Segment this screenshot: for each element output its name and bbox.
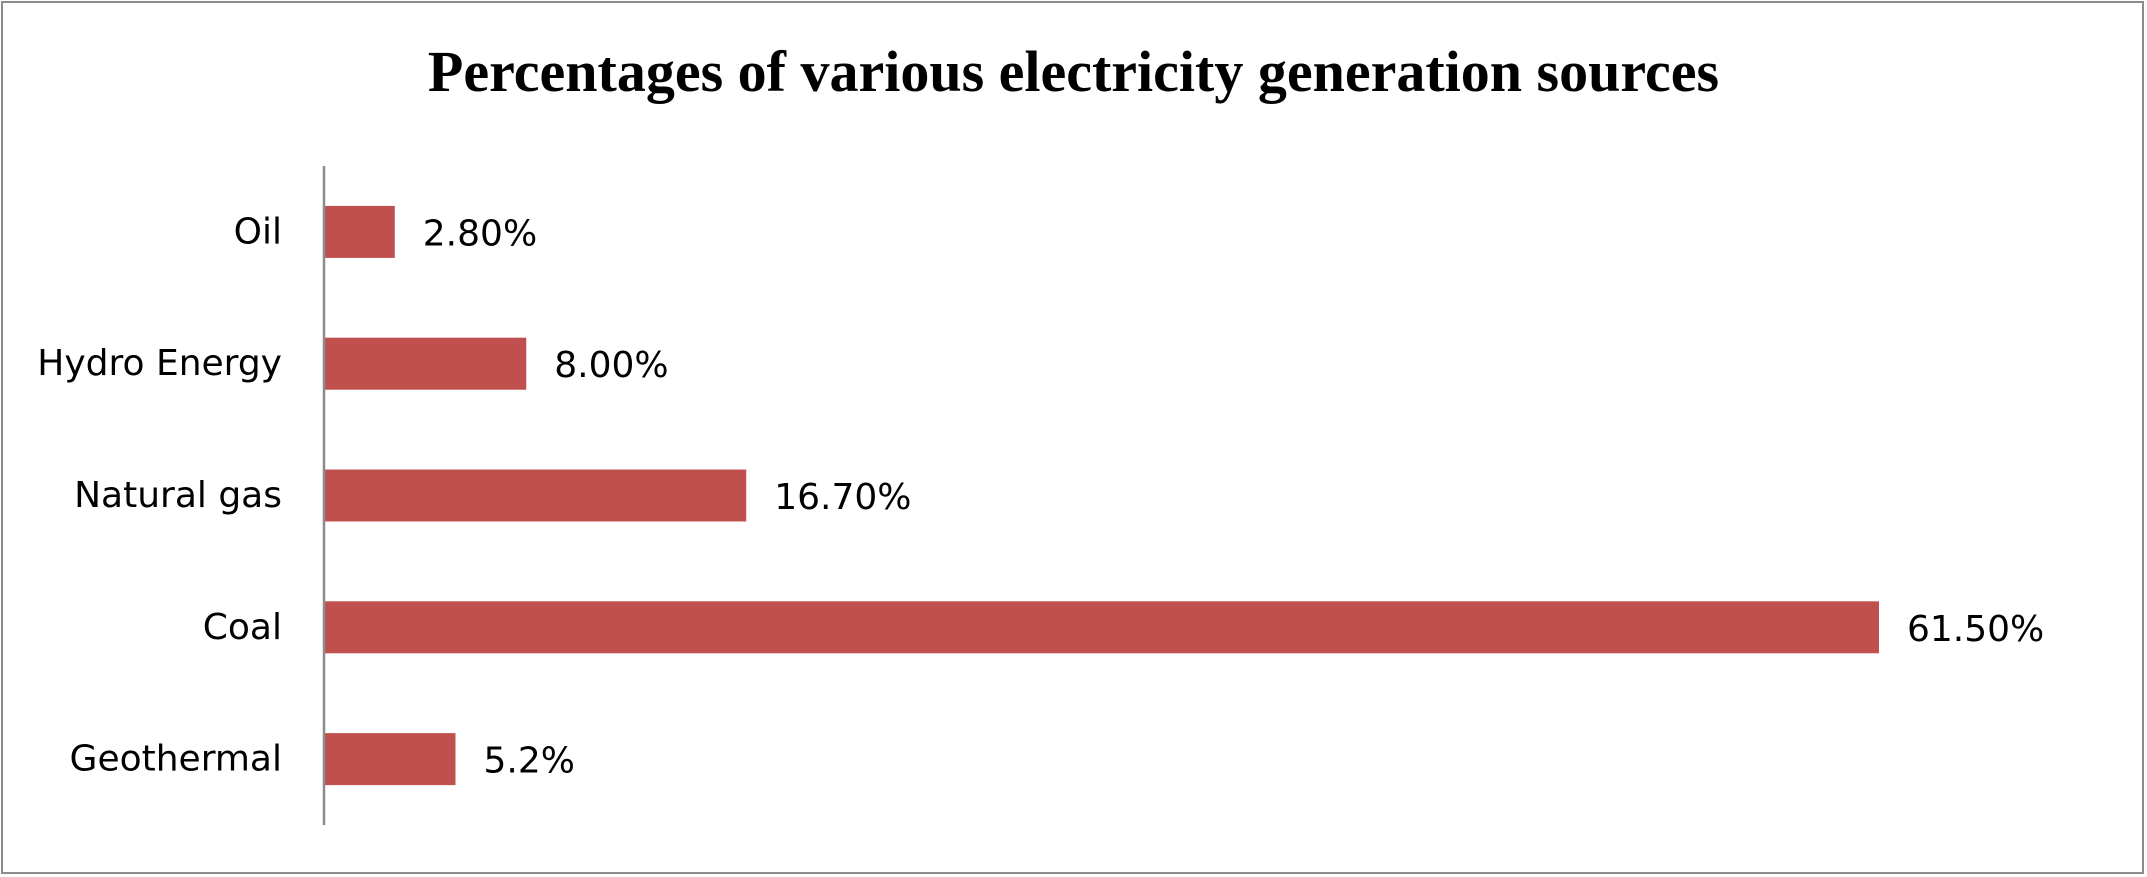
category-label: Hydro Energy — [37, 343, 282, 384]
category-label: Natural gas — [74, 475, 282, 516]
bar-oil — [324, 205, 395, 258]
data-label: 16.70% — [774, 477, 911, 518]
data-label: 8.00% — [554, 345, 668, 386]
data-label: 2.80% — [423, 213, 537, 254]
bar-hydro-energy — [324, 337, 527, 390]
category-label: Geothermal — [70, 739, 282, 780]
category-label: Coal — [203, 607, 282, 648]
bar-natural-gas — [324, 469, 747, 522]
data-label: 5.2% — [483, 741, 574, 782]
bar-coal — [324, 601, 1879, 654]
chart-title: Percentages of various electricity gener… — [427, 39, 1720, 104]
bar-geothermal — [324, 733, 456, 786]
data-label: 61.50% — [1907, 609, 2044, 650]
category-label: Oil — [234, 211, 282, 252]
